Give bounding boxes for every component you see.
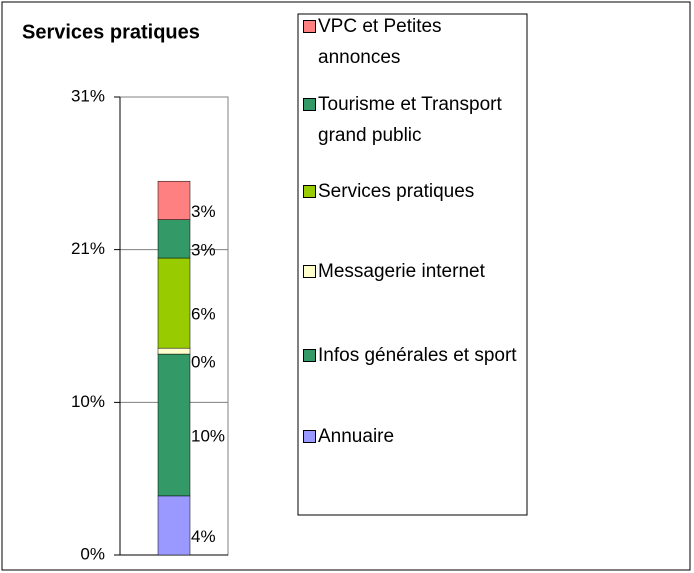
bar-segment bbox=[157, 495, 191, 556]
legend-swatch bbox=[303, 265, 316, 278]
y-tick-label: 21% bbox=[71, 239, 105, 258]
y-tick-label: 31% bbox=[71, 86, 105, 105]
bar-segment bbox=[157, 353, 191, 497]
y-tick-label: 0% bbox=[80, 544, 105, 563]
legend-box bbox=[297, 13, 528, 516]
bar-segment bbox=[157, 219, 191, 259]
y-tick-label: 10% bbox=[71, 392, 105, 411]
data-label: 10% bbox=[191, 426, 225, 445]
legend-label: Services pratiques bbox=[318, 181, 475, 202]
legend-swatch bbox=[303, 20, 316, 33]
legend-label: Infos générales et sport bbox=[318, 345, 517, 366]
chart-title: Services pratiques bbox=[22, 21, 200, 43]
data-label: 0% bbox=[191, 353, 216, 372]
legend-swatch bbox=[303, 98, 316, 111]
bar-segment bbox=[157, 347, 191, 355]
data-label: 6% bbox=[191, 305, 216, 324]
legend-label: Annuaire bbox=[318, 426, 395, 447]
legend-swatch bbox=[303, 349, 316, 362]
legend-label: Tourisme et Transport grand public bbox=[318, 94, 502, 146]
legend-label: Messagerie internet bbox=[318, 261, 485, 282]
data-label: 3% bbox=[191, 202, 216, 221]
data-label: 3% bbox=[191, 240, 216, 259]
data-label: 4% bbox=[191, 527, 216, 546]
bar-segment bbox=[157, 257, 191, 349]
legend-swatch bbox=[303, 185, 316, 198]
bar-segment bbox=[157, 180, 191, 220]
legend-swatch bbox=[303, 430, 316, 443]
legend-label: VPC et Petites annonces bbox=[318, 16, 442, 68]
